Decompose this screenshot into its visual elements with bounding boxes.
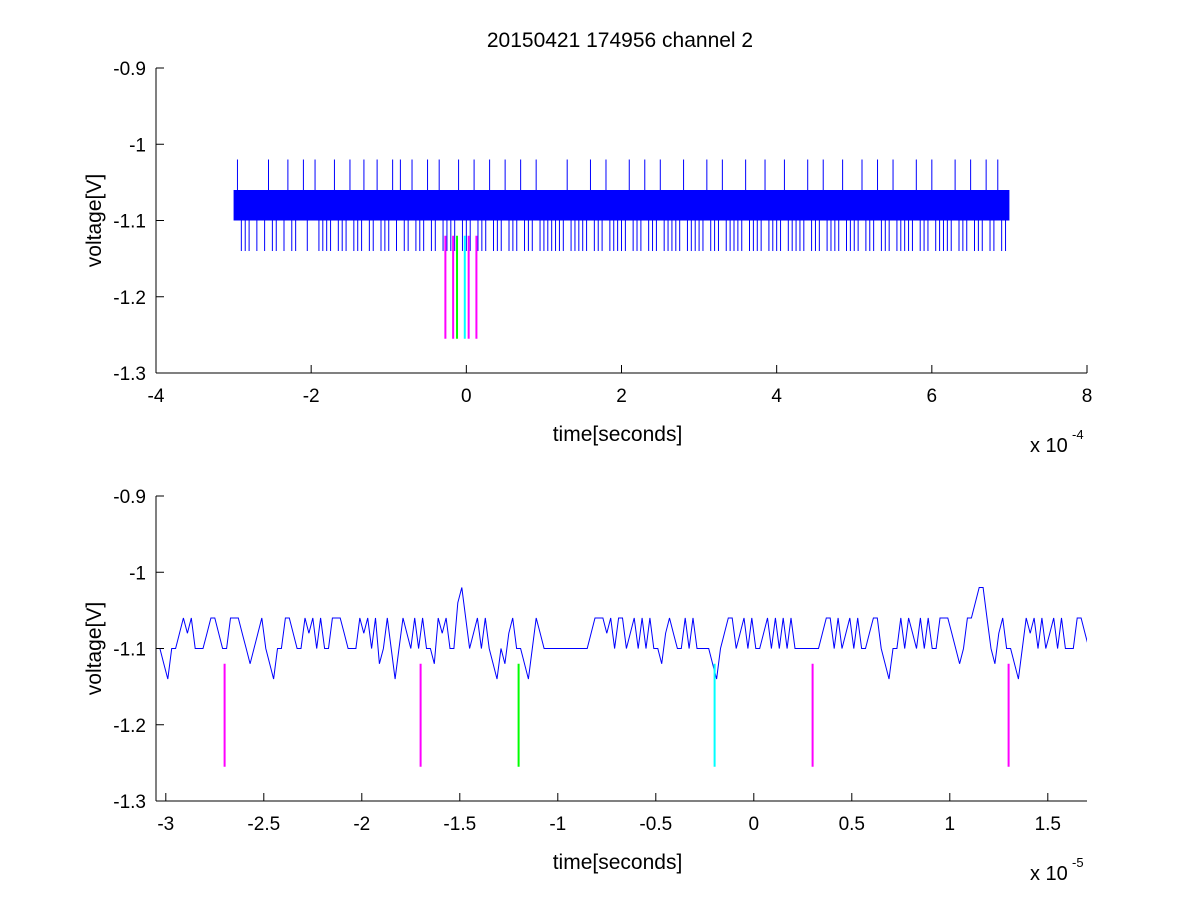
y-tick-label: -1.3 [113, 792, 146, 813]
x-tick-label: -3 [157, 814, 174, 835]
figure-title: 20150421 174956 channel 2 [487, 29, 753, 52]
y-tick-label: -1.1 [113, 640, 146, 661]
y-tick-label: -0.9 [113, 59, 146, 80]
y-tick-label: -1.2 [113, 716, 146, 737]
y-tick-label: -1.2 [113, 288, 146, 309]
x-tick-label: 4 [771, 386, 782, 407]
y-tick-label: -0.9 [113, 487, 146, 508]
x-multiplier-exponent: -5 [1072, 855, 1084, 870]
signal-trace [159, 587, 1087, 680]
x-tick-label: 8 [1082, 386, 1093, 407]
x-tick-label: -4 [148, 386, 165, 407]
y-tick-label: -1 [129, 563, 146, 584]
x-tick-label: 6 [927, 386, 938, 407]
plot-data [159, 587, 1087, 767]
x-tick-label: 0 [749, 814, 760, 835]
y-tick-label: -1.1 [113, 212, 146, 233]
x-tick-label: 0.5 [839, 814, 865, 835]
signal-dense-band [233, 190, 1010, 221]
x-tick-label: -2 [353, 814, 370, 835]
plot-top: -4 -2 0 2 4 6 8 -1.3 -1.2 -1.1 -1 -0.9 time[seconds]… [83, 59, 1092, 457]
x-tick-label: -0.5 [639, 814, 672, 835]
x-tick-label: 0 [461, 386, 472, 407]
y-tick-label: -1.3 [113, 364, 146, 385]
x-multiplier-exponent: -4 [1072, 427, 1084, 442]
plot-bottom: -3 -2.5 -2 -1.5 -1 -0.5 0 0.5 1 1.5 -1.3 -1.2 -1.1 -1… [83, 487, 1087, 885]
x-axis-label: time[seconds] [553, 423, 683, 446]
x-tick-label: -2.5 [247, 814, 280, 835]
x-tick-label: 1.5 [1035, 814, 1061, 835]
x-tick-label: 2 [616, 386, 627, 407]
x-axis-label: time[seconds] [553, 851, 683, 874]
x-multiplier-base: x 10 [1030, 435, 1068, 457]
y-tick-label: -1 [129, 135, 146, 156]
x-tick-label: -1.5 [443, 814, 476, 835]
x-tick-label: 1 [945, 814, 956, 835]
plot-data [233, 159, 1010, 339]
y-axis-label: voltage[V] [83, 174, 106, 267]
x-tick-label: -2 [303, 386, 320, 407]
x-tick-label: -1 [549, 814, 566, 835]
y-axis-label: voltage[V] [83, 602, 106, 695]
x-multiplier-base: x 10 [1030, 863, 1068, 885]
